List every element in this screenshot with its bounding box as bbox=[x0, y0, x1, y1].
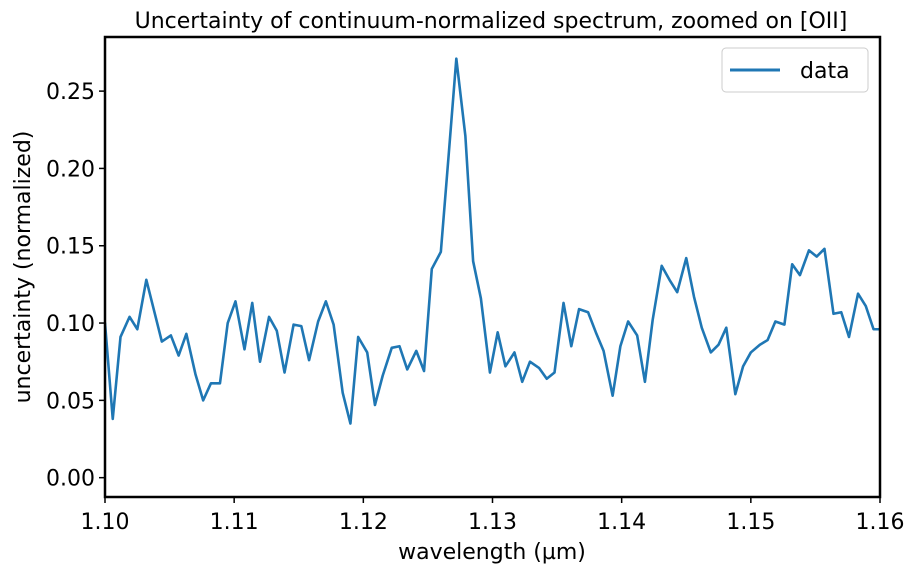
x-tick-label: 1.16 bbox=[856, 510, 905, 535]
y-tick-label: 0.15 bbox=[46, 235, 95, 260]
x-tick-label: 1.12 bbox=[339, 510, 388, 535]
chart-title: Uncertainty of continuum-normalized spec… bbox=[135, 9, 848, 34]
y-tick-label: 0.00 bbox=[46, 467, 95, 492]
y-tick-label: 0.25 bbox=[46, 80, 95, 105]
x-tick-label: 1.15 bbox=[726, 510, 775, 535]
plot-area bbox=[103, 35, 882, 499]
legend: data bbox=[721, 47, 869, 93]
x-tick-label: 1.11 bbox=[210, 510, 259, 535]
y-tick-label: 0.10 bbox=[46, 312, 95, 337]
y-axis-label: uncertainty (normalized) bbox=[11, 131, 36, 404]
series-line-data bbox=[105, 57, 880, 425]
y-tick-label: 0.20 bbox=[46, 157, 95, 182]
y-tick-label: 0.05 bbox=[46, 389, 95, 414]
x-axis: 1.10 1.11 1.12 1.13 1.14 1.15 1.16 bbox=[81, 497, 905, 535]
legend-box bbox=[721, 47, 869, 93]
legend-label-data: data bbox=[800, 59, 850, 84]
y-axis: 0.00 0.05 0.10 0.15 0.20 0.25 bbox=[46, 80, 105, 492]
x-axis-label: wavelength (µm) bbox=[398, 540, 586, 565]
plot-frame bbox=[103, 35, 882, 499]
x-tick-label: 1.10 bbox=[81, 510, 130, 535]
x-tick-label: 1.14 bbox=[597, 510, 646, 535]
x-tick-label: 1.13 bbox=[468, 510, 517, 535]
